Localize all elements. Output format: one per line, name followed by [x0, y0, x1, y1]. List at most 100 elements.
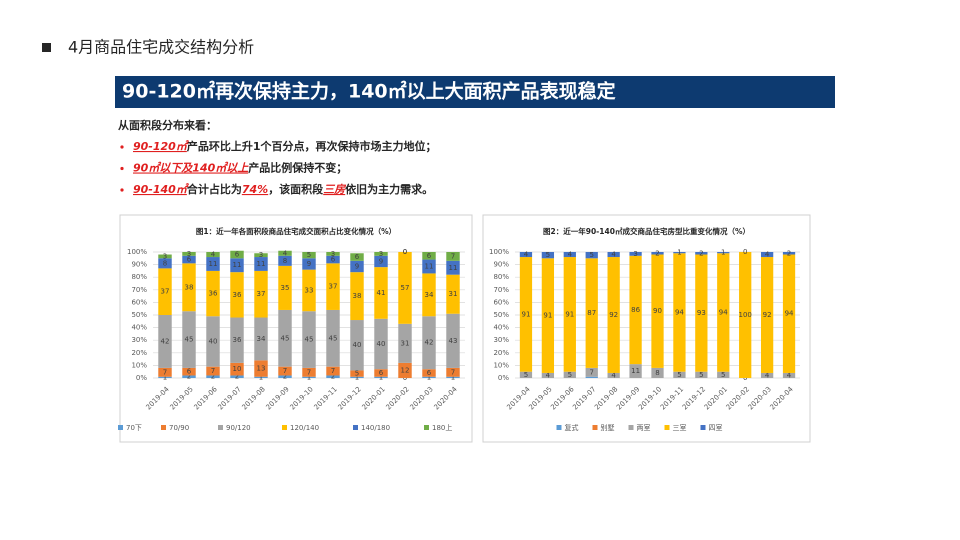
- bar-segment: [782, 254, 796, 373]
- bar-segment: [374, 255, 388, 268]
- bar-segment: [350, 253, 364, 261]
- bar-segment: [374, 369, 388, 377]
- data-label: 45: [185, 336, 194, 344]
- bar-segment: [230, 362, 244, 376]
- y-tick-label: 50%: [493, 311, 509, 319]
- bar-segment: [206, 366, 220, 376]
- data-label: 1: [721, 249, 725, 257]
- bar-segment: [695, 252, 708, 255]
- bar-segment: [230, 272, 244, 318]
- data-label: 6: [427, 252, 432, 260]
- bar-segment: [695, 371, 708, 378]
- data-label: 2: [187, 373, 191, 381]
- bullet-segment: 合计占比为: [187, 182, 242, 196]
- bar-segment: [278, 375, 292, 378]
- legend-label: 120/140: [290, 424, 319, 432]
- data-label: 2: [699, 249, 703, 257]
- bar-segment: [782, 372, 796, 378]
- data-label: 4: [283, 249, 288, 257]
- data-label: 2: [211, 373, 215, 381]
- bar-segment: [585, 376, 598, 378]
- data-label: 38: [353, 292, 362, 300]
- data-label: 0: [403, 248, 407, 256]
- data-label: 31: [401, 339, 410, 347]
- bar-segment: [585, 258, 598, 368]
- data-label: 91: [522, 310, 531, 318]
- bar-segment: [326, 252, 340, 256]
- bar-segment: [278, 265, 292, 310]
- bar-segment: [629, 252, 642, 256]
- chart-title: 图1：近一年各面积段商品住宅成交面积占比变化情况（%）: [196, 226, 396, 236]
- y-tick-label: 90%: [493, 261, 509, 269]
- data-label: 45: [305, 336, 314, 344]
- bar-segment: [398, 252, 412, 324]
- bullet-dot: [120, 188, 124, 192]
- data-label: 36: [233, 336, 242, 344]
- bullet-segment: 产品比例保持不变；: [248, 161, 347, 175]
- banner-text: 90-120㎡再次保持主力，140㎡以上大面积产品表现稳定: [122, 80, 616, 103]
- data-label: 7: [283, 367, 287, 375]
- data-label: 11: [209, 260, 218, 268]
- bar-segment: [158, 258, 172, 269]
- bar-segment: [278, 250, 292, 256]
- bar-segment: [541, 258, 555, 373]
- data-label: 2: [331, 373, 335, 381]
- legend-swatch: [664, 425, 670, 430]
- data-label: 35: [281, 284, 290, 292]
- bullet-dot: [120, 145, 124, 149]
- legend-swatch: [353, 425, 358, 430]
- bar-segment: [326, 375, 340, 378]
- data-label: 45: [329, 334, 338, 342]
- data-label: 1: [427, 373, 431, 381]
- bar-segment: [563, 252, 576, 258]
- bar-segment: [541, 372, 555, 378]
- bar-segment: [302, 269, 316, 312]
- data-label: 0: [403, 248, 407, 256]
- bar-segment: [206, 375, 220, 378]
- bar-segment: [422, 259, 436, 274]
- bar-segment: [302, 376, 316, 378]
- bar-segment: [254, 270, 268, 318]
- data-label: 6: [427, 369, 432, 377]
- bar-segment: [422, 369, 436, 377]
- data-label: 2: [283, 373, 287, 381]
- data-label: 9: [307, 260, 311, 268]
- bar-segment: [206, 316, 220, 367]
- bar-segment: [446, 313, 460, 368]
- data-label: 7: [589, 368, 593, 376]
- bar-segment: [585, 367, 598, 377]
- bar-segment: [673, 252, 686, 254]
- legend-label: 四室: [709, 423, 723, 432]
- bar-segment: [717, 253, 730, 372]
- bar-segment: [446, 252, 460, 261]
- banner-bg: [115, 76, 835, 108]
- title-bullet: [42, 43, 51, 52]
- bar-segment: [182, 311, 196, 368]
- data-label: 41: [377, 289, 386, 297]
- bar-segment: [651, 252, 664, 255]
- y-tick-label: 30%: [131, 336, 147, 344]
- bullet-text: 90㎡以下及140㎡以上产品比例保持不变；: [133, 161, 347, 175]
- data-label: 11: [233, 261, 242, 269]
- data-label: 1: [355, 373, 359, 381]
- data-label: 4: [546, 371, 551, 379]
- bar-segment: [254, 317, 268, 361]
- bar-segment: [519, 257, 533, 372]
- data-label: 86: [631, 306, 640, 314]
- data-label: 9: [379, 257, 383, 265]
- data-label: 3: [187, 250, 191, 258]
- data-label: 13: [257, 365, 266, 373]
- bar-segment: [629, 255, 642, 365]
- bar-segment: [782, 252, 796, 255]
- bar-segment: [158, 268, 172, 315]
- data-label: 2: [655, 249, 659, 257]
- summary-heading: 从面积段分布来看：: [118, 118, 217, 132]
- bar-segment: [302, 311, 316, 368]
- bar-segment: [278, 309, 292, 367]
- data-label: 11: [449, 264, 458, 272]
- data-label: 1: [307, 373, 311, 381]
- data-label: 5: [307, 251, 311, 259]
- bar-segment: [230, 375, 244, 378]
- y-tick-label: 60%: [131, 298, 147, 306]
- data-label: 4: [765, 371, 770, 379]
